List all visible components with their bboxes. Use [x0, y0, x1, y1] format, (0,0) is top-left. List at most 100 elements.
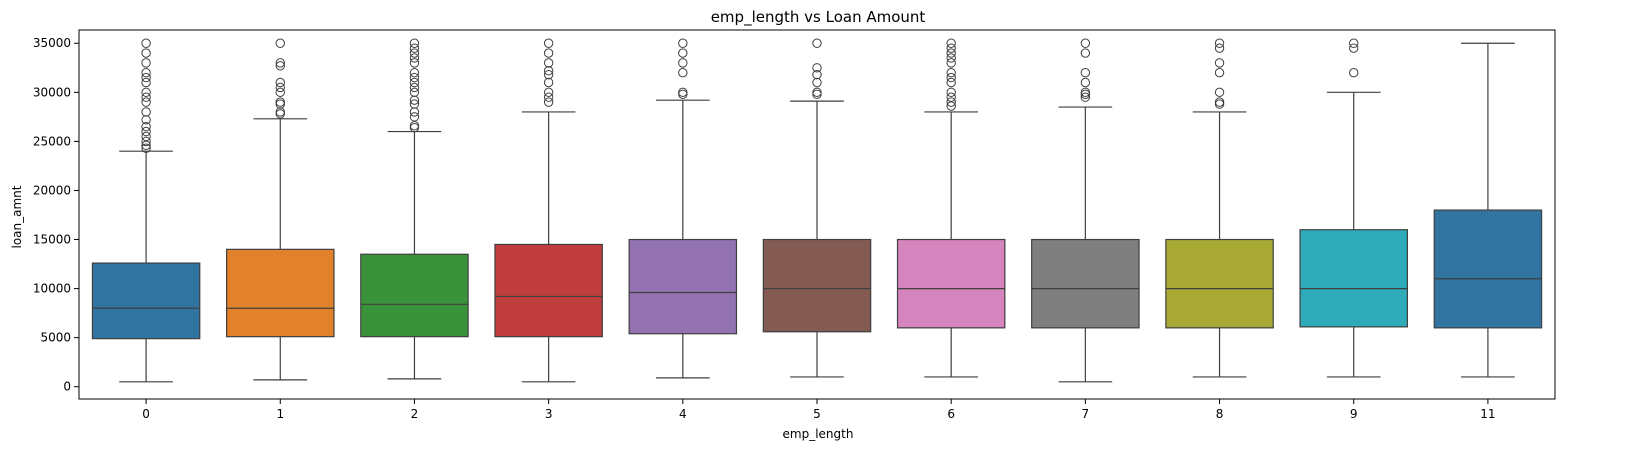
outlier-point — [141, 126, 151, 137]
y-axis-label: loan_amnt — [10, 185, 24, 248]
y-tick-label: 0 — [63, 380, 71, 394]
x-tick-label: 8 — [1216, 407, 1224, 421]
outlier-point — [141, 121, 151, 132]
outlier-point — [946, 92, 956, 102]
outlier-point — [141, 97, 151, 107]
outlier-point — [409, 82, 420, 93]
y-tick-label: 30000 — [33, 85, 71, 99]
outlier-point — [275, 77, 285, 88]
box-4 — [628, 238, 738, 335]
outlier-point — [1214, 87, 1225, 98]
outlier-point — [543, 38, 554, 48]
outlier-point — [409, 48, 420, 58]
outlier-point — [141, 58, 151, 68]
outlier-point — [409, 58, 420, 68]
y-tick-label: 15000 — [33, 233, 71, 247]
outlier-point — [1080, 92, 1091, 102]
outlier-point — [1214, 43, 1225, 53]
box-8 — [1165, 238, 1274, 329]
outlier-point — [409, 72, 420, 83]
box-0 — [91, 262, 201, 340]
outlier-point — [678, 58, 688, 68]
outlier-point — [946, 97, 956, 107]
outlier-point — [543, 92, 554, 102]
box-5 — [762, 238, 872, 333]
outlier-point — [409, 95, 420, 105]
outlier-point — [141, 67, 151, 78]
outlier-point — [141, 136, 151, 147]
outlier-point — [678, 87, 688, 98]
outlier-point — [1214, 99, 1225, 109]
box-1 — [226, 248, 335, 338]
outlier-point — [275, 82, 285, 93]
box-9 — [1299, 229, 1409, 328]
x-tick-label: 2 — [411, 407, 419, 421]
outlier-point — [678, 89, 688, 99]
outlier-point — [678, 48, 688, 58]
box-7 — [1031, 238, 1140, 329]
x-tick-label: 1 — [276, 407, 284, 421]
outlier-point — [812, 69, 822, 80]
outlier-point — [141, 115, 151, 125]
outlier-point — [275, 61, 285, 71]
outlier-point — [946, 48, 956, 58]
outlier-point — [946, 77, 956, 88]
outlier-point — [1080, 67, 1091, 78]
outlier-point — [409, 122, 420, 133]
outlier-point — [1080, 48, 1091, 58]
outlier-point — [141, 48, 151, 58]
outlier-point — [543, 77, 554, 88]
outlier-point — [141, 143, 151, 153]
outlier-point — [141, 92, 151, 102]
outlier-point — [1349, 67, 1359, 78]
box-6 — [896, 238, 1006, 329]
outlier-point — [1080, 87, 1091, 98]
box-11 — [1433, 209, 1543, 329]
box-3 — [494, 243, 603, 338]
outlier-point — [141, 38, 151, 48]
outlier-point — [141, 107, 151, 117]
outlier-point — [1214, 97, 1225, 107]
x-tick-label: 0 — [142, 407, 150, 421]
outlier-point — [409, 112, 420, 122]
y-tick-label: 5000 — [40, 331, 71, 345]
x-tick-label: 7 — [1082, 407, 1090, 421]
outlier-point — [812, 38, 822, 48]
x-tick-label: 3 — [545, 407, 553, 421]
outlier-point — [946, 72, 956, 83]
outlier-point — [1349, 38, 1359, 48]
plot-frame — [78, 29, 1556, 400]
outlier-point — [141, 131, 151, 142]
y-tick-label: 20000 — [33, 183, 71, 197]
outlier-point — [141, 72, 151, 83]
outlier-point — [409, 67, 420, 78]
outlier-point — [409, 38, 420, 48]
outlier-point — [812, 63, 822, 73]
outlier-point — [409, 53, 420, 63]
x-tick-label: 11 — [1480, 407, 1495, 421]
outlier-point — [543, 66, 554, 76]
x-tick-label: 5 — [813, 407, 821, 421]
y-tick-label: 25000 — [33, 134, 71, 148]
outlier-point — [946, 38, 956, 48]
outlier-point — [946, 53, 956, 63]
outlier-point — [946, 67, 956, 78]
outlier-point — [812, 77, 822, 88]
outlier-point — [141, 77, 151, 88]
box-2 — [360, 253, 469, 338]
outlier-point — [275, 58, 285, 68]
outlier-point — [1080, 77, 1091, 88]
x-tick-label: 9 — [1350, 407, 1358, 421]
outlier-point — [275, 109, 285, 119]
x-tick-label: 4 — [679, 407, 687, 421]
outlier-point — [275, 99, 285, 109]
outlier-point — [1349, 43, 1359, 53]
x-tick-label: 6 — [947, 407, 955, 421]
outlier-point — [409, 77, 420, 88]
outlier-point — [275, 107, 285, 117]
outlier-point — [543, 69, 554, 80]
outlier-point — [543, 97, 554, 107]
outlier-point — [946, 58, 956, 68]
